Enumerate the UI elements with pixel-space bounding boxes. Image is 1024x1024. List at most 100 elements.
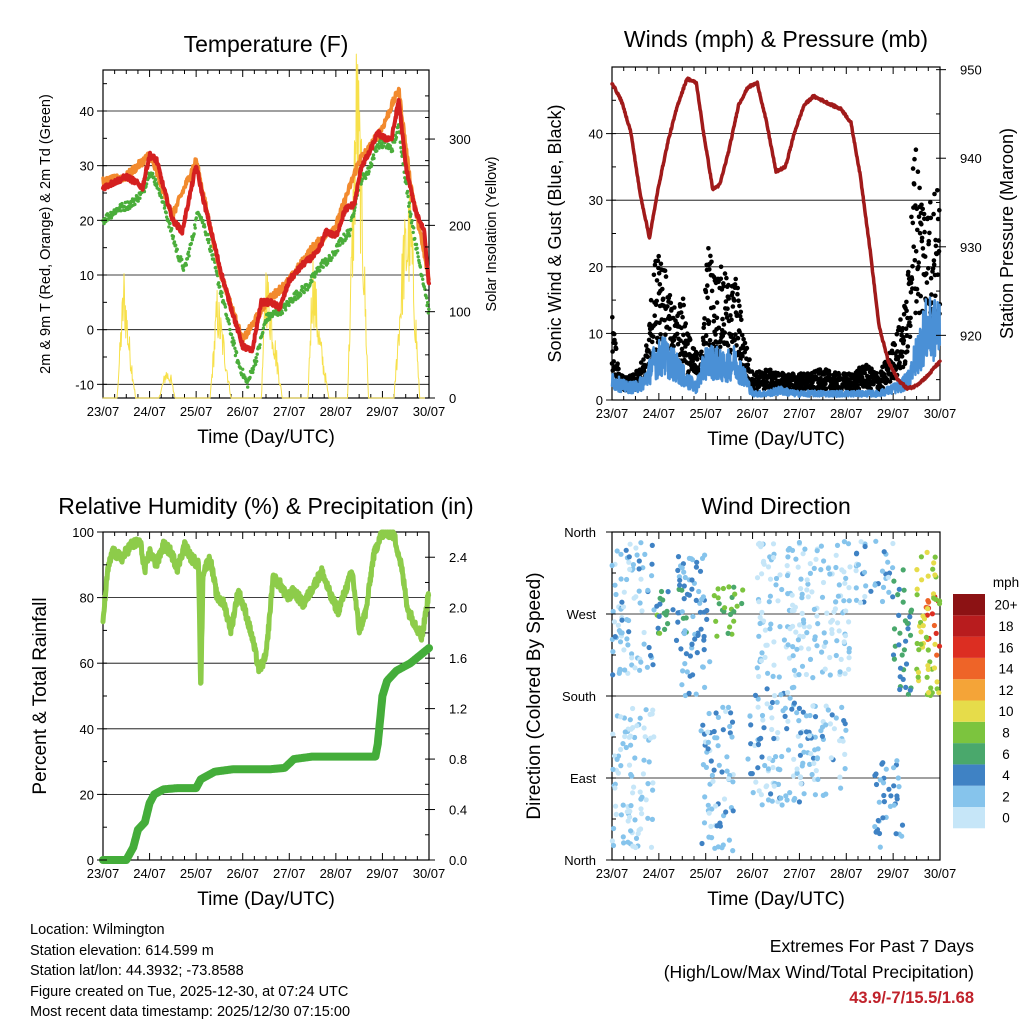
dewpoint-point [348,227,353,232]
direction-point [610,731,616,737]
direction-point [689,586,695,592]
direction-point [627,814,633,820]
gust-point [903,326,909,332]
gust-point [736,298,741,304]
direction-point [684,669,690,675]
direction-point [799,610,805,617]
gust-point [665,304,670,309]
colorbar-title: mph [993,575,1019,590]
direction-point [694,650,700,656]
direction-point [634,723,640,729]
direction-point [815,776,821,783]
y2-tick-label: 0 [449,391,456,406]
direction-point [823,722,829,728]
direction-point [724,754,730,760]
direction-point [822,666,828,672]
x-axis-title: Time (Day/UTC) [707,889,845,910]
direction-point [630,705,636,712]
direction-point [665,621,671,627]
dewpoint-point [424,296,429,300]
direction-point [616,670,622,676]
dewpoint-point [347,234,352,238]
y-axis-title: Percent & Total Rainfall [30,597,51,794]
dewpoint-point [209,249,214,253]
y-tick-label: 0 [596,393,603,408]
x-axis-title: Time (Day/UTC) [707,429,845,450]
direction-point [908,607,915,613]
x-tick-label: 24/07 [643,866,676,881]
direction-point [641,757,647,763]
winds-pressure-panel: 23/07 24/07 25/07 26/07 27/07 28/07 29/07 30/07… [545,26,1017,450]
dewpoint-point [228,327,232,332]
gust-point [657,282,663,287]
y-tick-label: South [562,689,596,704]
direction-point [612,582,618,588]
direction-point [807,561,813,567]
direction-point [904,620,910,626]
direction-point [777,572,783,578]
direction-point [752,692,759,699]
direction-point [708,758,714,764]
y-tick-label: 60 [80,656,94,671]
direction-point [846,585,852,591]
direction-point [767,593,774,599]
y-tick-label: 20 [80,213,94,228]
direction-point [868,588,874,594]
direction-point [920,623,926,629]
gust-point [705,283,710,288]
direction-point [803,713,810,719]
gust-point [658,332,663,337]
direction-point [630,790,636,796]
direction-point [842,633,849,639]
gust-point [927,230,932,236]
gust-point [703,333,709,339]
x-tick-label: 25/07 [689,406,722,421]
direction-point [725,704,732,711]
y2-tick-label: 1.2 [449,702,467,717]
direction-point [770,764,776,771]
direction-point [767,576,774,582]
direction-point [825,565,832,572]
direction-point [858,539,864,545]
dewpoint-point [393,140,397,144]
direction-point [791,797,797,803]
direction-point [914,586,920,592]
panel-title: Winds (mph) & Pressure (mb) [624,26,928,52]
gust-point [654,298,659,304]
gust-point [656,253,661,259]
dewpoint-point [415,251,420,255]
direction-point [886,589,892,595]
gust-point [645,354,650,360]
gust-point [653,302,659,308]
direction-point [804,577,810,583]
x-tick-label: 30/07 [413,866,446,881]
gust-point [936,238,941,243]
dewpoint-point [284,308,288,312]
gust-point [931,262,937,268]
gust-point [742,340,748,346]
direction-point [633,835,640,842]
direction-point [846,649,852,655]
direction-point [632,755,638,761]
dewpoint-point [206,232,210,237]
dewpoint-point [253,362,258,367]
direction-point [895,592,901,598]
gust-point [648,297,654,303]
colorbar-swatch [953,636,985,658]
direction-point [761,725,767,731]
dewpoint-point [310,279,314,284]
direction-point [792,604,799,610]
gust-point [933,243,939,249]
gust-point [895,349,900,354]
direction-point [700,762,707,768]
dewpoint-point [187,247,192,251]
y2-axis-title: Solar Insolation (Yellow) [484,156,500,311]
direction-point [618,763,624,769]
gust-point [735,291,740,297]
gust-point [705,295,710,301]
direction-point [634,552,640,558]
dewpoint-point [231,336,235,340]
direction-point [748,741,754,747]
direction-point [626,629,632,635]
gust-point [655,258,661,264]
